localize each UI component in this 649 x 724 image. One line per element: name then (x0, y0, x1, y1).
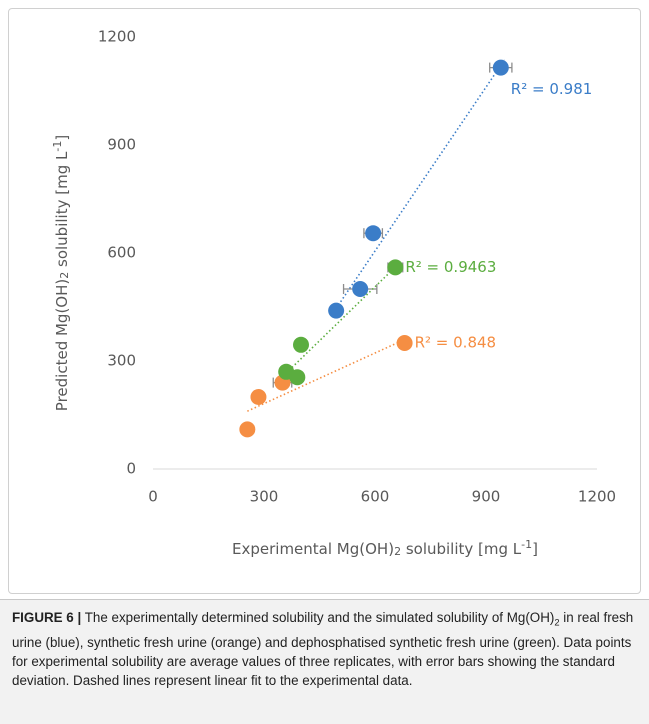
xlabel: Experimental Mg(OH)2 solubility [mg L-1] (232, 538, 538, 559)
point (352, 281, 369, 297)
y-tick-label: 0 (126, 460, 136, 478)
caption: FIGURE 6 | The experimentally determined… (0, 599, 649, 724)
label-sub: 2 (394, 545, 401, 558)
label-sup: -1 (521, 538, 532, 551)
caption-part: The experimentally determined solubility… (81, 610, 555, 625)
r2-label: R² = 0.981 (511, 80, 592, 98)
point (396, 335, 413, 351)
caption-part: 2 (554, 617, 560, 628)
x-tick-label: 0 (148, 488, 158, 506)
label-sup: -1 (51, 141, 64, 152)
caption-part: in real fresh urine (blue), synthetic fr… (12, 610, 634, 688)
label-text: solubility [mg L (53, 151, 71, 272)
trend-line (247, 337, 409, 412)
trend-line (285, 262, 400, 374)
label-text: ] (532, 540, 538, 558)
point (328, 302, 345, 319)
y-tick-label: 1200 (98, 28, 136, 46)
x-tick-label: 600 (361, 488, 390, 506)
point (387, 259, 404, 276)
y-tick-label: 300 (107, 352, 136, 370)
r2-label: R² = 0.848 (415, 334, 496, 352)
chart-frame (8, 8, 641, 594)
point (289, 369, 306, 386)
x-tick-label: 900 (472, 488, 501, 506)
point (239, 421, 256, 438)
y-tick-label: 900 (107, 136, 136, 154)
caption-text: The experimentally determined solubility… (12, 610, 633, 688)
x-tick-label: 1200 (578, 488, 616, 506)
label-text: Predicted Mg(OH) (53, 279, 71, 411)
point (293, 336, 309, 353)
label-text: ] (53, 135, 71, 141)
ylabel: Predicted Mg(OH)2 solubility [mg L-1] (51, 135, 72, 411)
point (365, 225, 382, 242)
r2-label: R² = 0.9463 (405, 258, 496, 276)
chart: 0 300 600 900 1200 0 300 600 900 1200 Experimental… (51, 28, 616, 559)
label-text: solubility [mg L (401, 540, 522, 558)
y-tick-label: 600 (107, 244, 136, 262)
label-text: Experimental Mg(OH) (232, 540, 394, 558)
point (492, 59, 509, 76)
label-sub: 2 (58, 272, 71, 279)
caption-label: FIGURE 6 | (12, 610, 82, 625)
x-tick-label: 300 (250, 488, 279, 506)
point (250, 389, 267, 405)
